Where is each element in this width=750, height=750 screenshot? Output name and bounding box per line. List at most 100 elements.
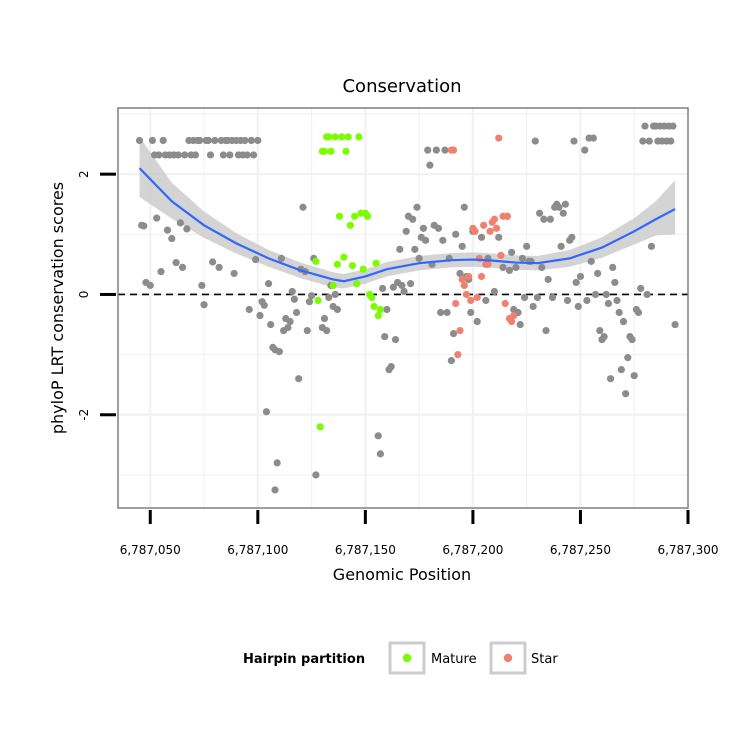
point-mature	[368, 293, 376, 302]
point-other	[441, 146, 449, 154]
point-other	[533, 293, 542, 302]
point-star	[454, 351, 462, 359]
point-other	[275, 348, 283, 356]
point-star	[465, 272, 473, 281]
point-other	[473, 317, 481, 326]
point-other	[191, 151, 200, 159]
point-star	[497, 251, 505, 259]
point-other	[383, 305, 391, 314]
point-other	[559, 209, 567, 217]
point-other	[645, 137, 653, 145]
point-other	[247, 136, 255, 145]
point-other	[538, 263, 546, 271]
point-other	[604, 299, 613, 308]
legend-label-star: Star	[531, 652, 558, 667]
point-other	[325, 293, 333, 302]
point-other	[415, 254, 423, 262]
point-other	[542, 326, 550, 335]
point-other	[409, 215, 417, 223]
point-other	[135, 136, 144, 145]
point-other	[443, 308, 451, 317]
point-other	[333, 305, 341, 314]
point-other	[477, 233, 486, 241]
point-star	[477, 272, 486, 281]
point-mature	[348, 261, 357, 270]
point-mature	[333, 260, 341, 268]
point-other	[531, 137, 539, 145]
point-star	[484, 260, 492, 268]
point-mature	[351, 212, 359, 220]
point-star	[460, 281, 468, 290]
point-other	[561, 200, 569, 208]
point-other	[172, 258, 180, 267]
point-other	[458, 242, 466, 250]
point-other	[159, 136, 167, 145]
point-other	[508, 248, 516, 256]
point-other	[323, 326, 331, 335]
point-other	[264, 280, 273, 288]
point-other	[206, 151, 215, 159]
smooth-line-layer	[138, 167, 676, 283]
legend-dot-star	[503, 653, 513, 663]
point-other	[312, 471, 320, 479]
point-other	[482, 296, 490, 305]
point-star	[508, 317, 516, 326]
point-other	[667, 137, 675, 145]
point-mature	[314, 296, 322, 305]
point-other	[546, 215, 554, 223]
point-other	[286, 317, 294, 326]
point-other	[387, 363, 395, 371]
point-other	[434, 224, 443, 232]
point-star	[486, 227, 494, 235]
point-other	[449, 329, 458, 338]
point-other	[572, 278, 580, 287]
point-other	[529, 302, 537, 311]
point-other	[284, 323, 292, 332]
x-axis: 6,787,050 6,787,100 6,787,150 6,787,200 6,78…	[120, 510, 719, 557]
point-other	[581, 146, 589, 154]
point-other	[615, 308, 623, 317]
point-mature	[327, 147, 335, 155]
point-mature	[363, 212, 372, 220]
point-other	[467, 308, 475, 317]
point-mature	[355, 133, 363, 141]
point-other	[587, 257, 595, 265]
point-other	[391, 335, 400, 344]
point-mature	[312, 257, 320, 265]
point-other	[555, 203, 563, 211]
point-other	[505, 266, 514, 275]
chart-title: Conservation	[342, 76, 461, 97]
point-other	[320, 314, 329, 323]
point-star	[458, 275, 466, 284]
point-other	[437, 308, 445, 317]
x-tick-label: 6,787,250	[550, 543, 611, 557]
point-other	[419, 224, 428, 232]
point-other	[557, 242, 565, 250]
point-star	[473, 293, 481, 302]
point-other	[378, 284, 387, 293]
point-other	[381, 332, 389, 341]
point-other	[163, 226, 172, 234]
point-other	[516, 320, 524, 329]
point-other	[183, 225, 191, 233]
point-other	[563, 296, 572, 305]
point-star	[449, 146, 458, 154]
point-mature	[335, 212, 344, 220]
point-other	[576, 272, 585, 281]
point-other	[226, 151, 234, 159]
point-other	[535, 209, 544, 217]
point-other	[245, 305, 253, 314]
x-tick-label: 6,787,300	[657, 543, 718, 557]
point-other	[181, 151, 189, 159]
x-tick-label: 6,787,150	[335, 543, 396, 557]
point-other	[256, 311, 264, 320]
point-star	[456, 326, 464, 335]
point-other	[204, 136, 212, 145]
point-other	[196, 136, 204, 145]
point-other	[583, 296, 591, 305]
point-other	[292, 308, 301, 317]
point-other	[249, 151, 258, 159]
point-other	[495, 233, 503, 241]
point-other	[396, 245, 404, 253]
